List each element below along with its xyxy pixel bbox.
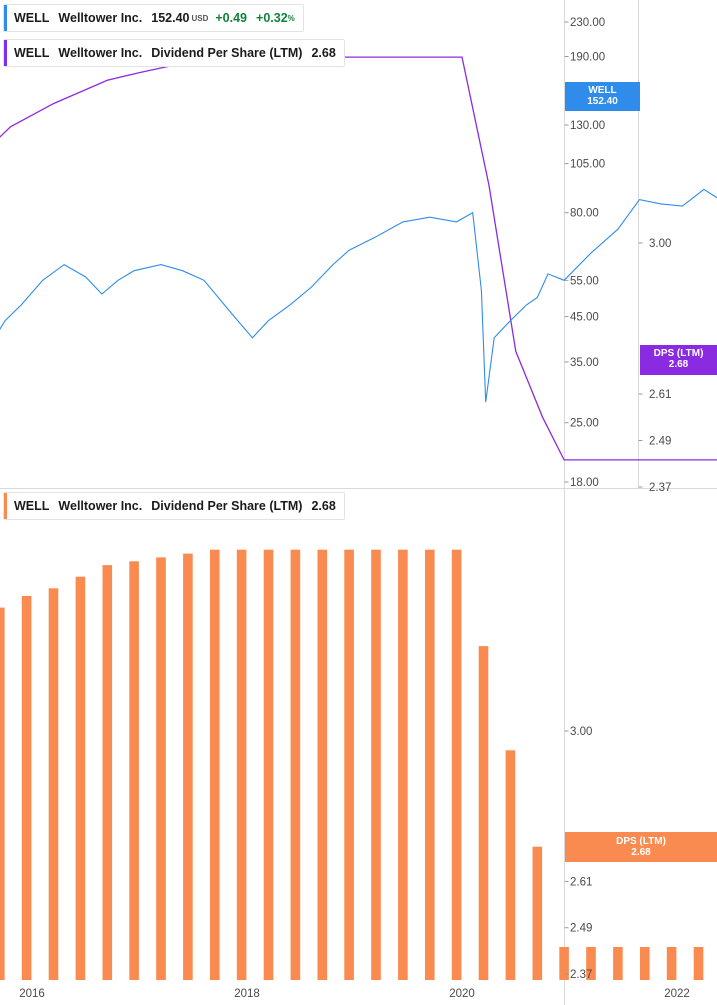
price-tick-label: 55.00 [570,275,599,287]
price-tick-label: 80.00 [570,208,599,220]
dps-legend-bottom-value: 2.68 [311,499,336,513]
x-tick-label: 2018 [234,988,260,1000]
dps-bottom-tick-label: 2.49 [570,923,592,935]
price-legend-company: Welltower Inc. [58,11,143,25]
price-tick-label: 230.00 [570,17,605,29]
dps-bar [640,947,650,980]
price-legend[interactable]: WELL Welltower Inc. 152.40 USD +0.49 +0.… [3,4,304,32]
dps-legend-top[interactable]: WELL Welltower Inc. Dividend Per Share (… [3,39,345,67]
price-tick-label: 105.00 [570,159,605,171]
x-tick-label: 2016 [19,988,45,1000]
dps-tag-top-value: 2.68 [668,359,689,370]
dps-legend-bottom[interactable]: WELL Welltower Inc. Dividend Per Share (… [3,492,345,520]
price-legend-change: +0.49 [215,11,248,25]
x-tick-label: 2022 [664,988,690,1000]
dps-tag-bottom-value: 2.68 [631,847,651,858]
dps-bar [613,947,623,980]
dps-legend-bottom-metric: Dividend Per Share (LTM) [151,499,303,513]
dps-bar [236,549,247,980]
dps-bar [75,576,86,980]
dps-bar [102,565,113,980]
dps-bar [586,947,596,980]
dps-bar [210,549,220,980]
price-tick-label: 45.00 [570,312,599,324]
dps-line-series [0,56,717,461]
price-legend-ticker: WELL [14,11,50,25]
price-tick-label: 18.00 [570,477,599,489]
dps-bar [505,750,516,980]
dps-bar [693,947,704,980]
price-tick-label: 35.00 [570,357,599,369]
dps-bar [451,549,462,980]
price-tick-label: 130.00 [570,120,605,132]
dps-legend-bottom-swatch [4,493,7,519]
dps-bar [532,846,543,980]
dps-bar [344,549,354,980]
price-tag-value: 152.40 [587,96,618,107]
dps-legend-top-metric: Dividend Per Share (LTM) [151,46,303,60]
dps-tag-top-label: DPS (LTM) [653,348,704,359]
dps-bar [263,549,274,980]
dps-legend-top-value: 2.68 [311,46,336,60]
dps-legend-top-ticker: WELL [14,46,50,60]
price-legend-swatch [4,5,7,31]
x-tick-label: 2020 [449,988,475,1000]
x-axis-ticks: 20162018202020222024 [19,988,690,1000]
dps-legend-top-company: Welltower Inc. [58,46,143,60]
dps-top-tick-label: 2.61 [649,389,671,401]
dps-bar [666,947,677,980]
price-axis-ticks: 230.00 190.00 130.00 105.00 80.00 55.00 45.00 3… [564,17,605,489]
dps-bottom-tick-label: 2.37 [570,969,592,981]
dps-bar [156,557,166,980]
dps-bar [129,561,139,980]
price-legend-change-pct: +0.32 [256,11,288,25]
dps-bar [371,549,381,980]
price-tag-label: WELL [588,85,617,96]
dps-bar [48,588,59,980]
dps-bottom-tick-label: 3.00 [570,726,592,738]
dps-bar [398,549,408,980]
dps-tag-top: DPS (LTM) 2.68 [640,345,717,375]
dps-tag-bottom-label: DPS (LTM) [616,836,666,847]
dps-axis-ticks-bottom: 3.00 2.61 2.49 2.37 [564,726,592,981]
dps-axis-ticks-top: 3.00 2.61 2.49 2.37 [638,238,671,494]
dps-bar [21,596,32,980]
dps-legend-top-swatch [4,40,7,66]
dps-legend-bottom-company: Welltower Inc. [58,499,143,513]
dps-bar [317,549,328,980]
dps-bars [0,549,704,980]
price-line-series [0,188,717,403]
dps-bottom-tick-label: 2.61 [570,876,592,888]
price-legend-price: 152.40 [151,11,190,25]
price-tick-label: 190.00 [570,51,605,63]
dps-top-tick-label: 2.37 [649,482,671,494]
dps-bar [559,947,569,980]
price-legend-pct-sign: % [287,13,295,23]
dps-bar [425,549,435,980]
dps-top-tick-label: 3.00 [649,238,671,250]
dps-bar [0,607,5,980]
price-legend-currency: USD [191,13,209,23]
price-tag: WELL 152.40 [565,82,640,111]
dps-tag-bottom: DPS (LTM) 2.68 [565,832,717,862]
dps-bar [478,646,489,980]
price-tick-label: 25.00 [570,418,599,430]
dps-bar [290,549,301,980]
dps-top-tick-label: 2.49 [649,436,671,448]
dps-bar [183,553,193,980]
dps-legend-bottom-ticker: WELL [14,499,50,513]
